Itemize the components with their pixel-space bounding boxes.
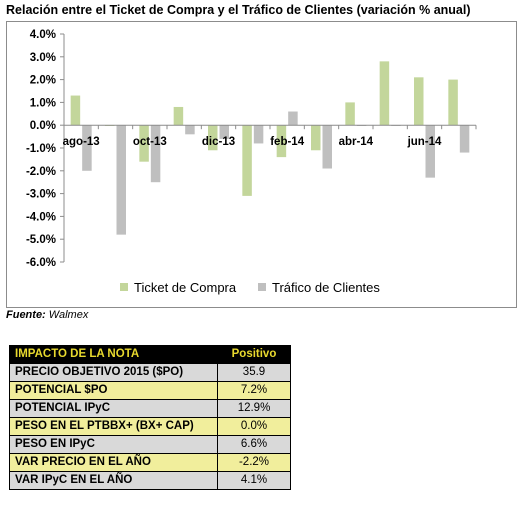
x-tick-label: oct-13 bbox=[133, 136, 167, 148]
source-note: Fuente: Walmex bbox=[6, 309, 88, 321]
bar-trafico bbox=[185, 125, 195, 135]
bar-trafico bbox=[253, 125, 264, 144]
legend-label: Ticket de Compra bbox=[134, 280, 237, 295]
y-tick-label: -6.0% bbox=[26, 257, 56, 269]
bar-ticket bbox=[208, 125, 218, 151]
impact-row-label: POTENCIAL $PO bbox=[9, 381, 218, 400]
x-tick-label: abr-14 bbox=[339, 136, 374, 148]
impact-table-header: IMPACTO DE LA NOTA Positivo bbox=[9, 345, 291, 364]
chart-area: 4.0% 3.0% 2.0% 1.0% 0.0% -1.0% -2.0% -3.0% -4.0%… bbox=[6, 21, 517, 308]
y-tick-label: -3.0% bbox=[26, 189, 56, 201]
bar-ticket bbox=[70, 95, 81, 126]
bar-ticket bbox=[414, 77, 424, 126]
bar-ticket bbox=[173, 106, 184, 126]
impact-row-value: 0.0% bbox=[217, 417, 291, 436]
bar-trafico bbox=[425, 125, 435, 178]
impact-row-label: PESO EN IPyC bbox=[9, 435, 218, 454]
bar-ticket bbox=[379, 61, 390, 126]
x-tick-label: ago-13 bbox=[63, 136, 100, 148]
bar-ticket bbox=[276, 125, 287, 158]
y-tick-label: 3.0% bbox=[30, 52, 56, 64]
legend-swatch bbox=[120, 283, 128, 291]
impact-row-value: 4.1% bbox=[217, 471, 291, 490]
impact-row-label: PESO EN EL PTBBX+ (BX+ CAP) bbox=[9, 417, 218, 436]
bar-ticket bbox=[448, 79, 458, 126]
bar-trafico bbox=[322, 125, 332, 169]
legend-label: Tráfico de Clientes bbox=[272, 280, 380, 295]
impact-table-row: POTENCIAL $PO 7.2% bbox=[9, 381, 291, 400]
impact-row-value: 35.9 bbox=[217, 363, 291, 382]
y-tick-label: 2.0% bbox=[30, 75, 56, 87]
impact-table-row: VAR PRECIO EN EL AÑO -2.2% bbox=[9, 453, 291, 472]
impact-table-row: PRECIO OBJETIVO 2015 ($PO) 35.9 bbox=[9, 363, 291, 382]
impact-row-value: 6.6% bbox=[217, 435, 291, 454]
y-tick-label: 4.0% bbox=[30, 29, 56, 41]
bar-ticket bbox=[311, 125, 321, 151]
impact-row-value: 7.2% bbox=[217, 381, 291, 400]
x-tick-label: feb-14 bbox=[270, 136, 304, 148]
impact-row-value: -2.2% bbox=[217, 453, 291, 472]
impact-table-row: PESO EN IPyC 6.6% bbox=[9, 435, 291, 454]
y-tick-label: -4.0% bbox=[26, 211, 56, 223]
y-tick-label: 0.0% bbox=[30, 120, 56, 132]
impact-table: IMPACTO DE LA NOTA Positivo PRECIO OBJET… bbox=[9, 345, 291, 490]
bar-trafico bbox=[116, 125, 126, 235]
bar-ticket bbox=[242, 125, 252, 196]
impact-table-row: PESO EN EL PTBBX+ (BX+ CAP) 0.0% bbox=[9, 417, 291, 436]
impact-row-label: VAR IPyC EN EL AÑO bbox=[9, 471, 218, 490]
impact-table-row: VAR IPyC EN EL AÑO 4.1% bbox=[9, 471, 291, 490]
bar-trafico bbox=[150, 125, 161, 183]
source-label: Fuente: bbox=[6, 309, 46, 321]
y-tick-label: -1.0% bbox=[26, 143, 56, 155]
impact-row-label: POTENCIAL IPyC bbox=[9, 399, 218, 418]
impact-row-label: VAR PRECIO EN EL AÑO bbox=[9, 453, 218, 472]
x-tick-label: dic-13 bbox=[202, 136, 235, 148]
bar-trafico bbox=[82, 125, 92, 171]
bar-ticket bbox=[345, 102, 355, 126]
bar-chart: 4.0% 3.0% 2.0% 1.0% 0.0% -1.0% -2.0% -3.0% -4.0%… bbox=[26, 29, 477, 295]
source-value: Walmex bbox=[48, 309, 89, 321]
x-tick-label: jun-14 bbox=[407, 136, 442, 148]
bar-trafico bbox=[459, 125, 470, 153]
y-tick-label: 1.0% bbox=[30, 97, 56, 109]
y-tick-label: -2.0% bbox=[26, 166, 56, 178]
impact-table-body: IMPACTO DE LA NOTA Positivo PRECIO OBJET… bbox=[9, 345, 291, 490]
legend-swatch bbox=[258, 283, 266, 291]
bar-trafico bbox=[288, 111, 298, 126]
y-tick-label: -5.0% bbox=[26, 234, 56, 246]
bar-trafico bbox=[219, 125, 229, 139]
impact-row-value: 12.9% bbox=[217, 399, 291, 418]
impact-header-value: Positivo bbox=[217, 345, 291, 364]
impact-table-row: POTENCIAL IPyC 12.9% bbox=[9, 399, 291, 418]
bar-ticket bbox=[139, 125, 149, 162]
impact-row-label: PRECIO OBJETIVO 2015 ($PO) bbox=[9, 363, 218, 382]
chart-title: Relación entre el Ticket de Compra y el … bbox=[6, 3, 471, 17]
impact-header-label: IMPACTO DE LA NOTA bbox=[9, 345, 218, 364]
